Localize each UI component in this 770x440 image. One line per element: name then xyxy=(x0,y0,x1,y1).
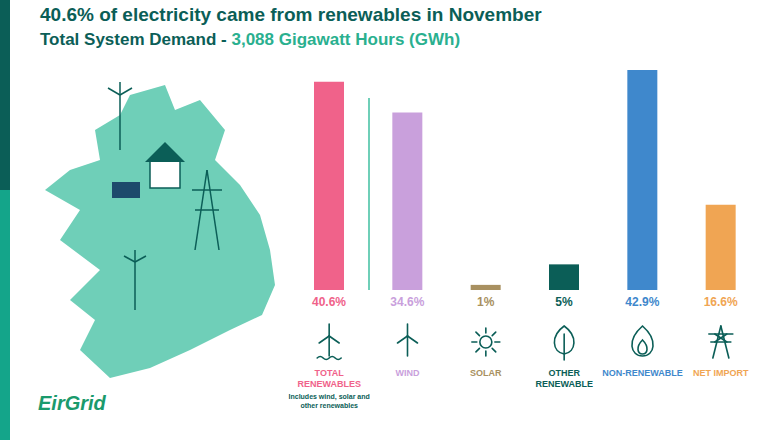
svg-text:OTHERRENEWABLE: OTHERRENEWABLE xyxy=(535,368,593,389)
svg-text:Includes wind, solar andother: Includes wind, solar andother renewables xyxy=(289,393,370,409)
html-text:EirGrid: EirGrid xyxy=(38,392,106,414)
svg-text:1%: 1% xyxy=(477,295,495,309)
svg-text:SOLAR: SOLAR xyxy=(470,368,502,378)
svg-text:42.9%: 42.9% xyxy=(625,295,659,309)
svg-text:NET IMPORT: NET IMPORT xyxy=(693,368,749,378)
svg-text:NON-RENEWABLE: NON-RENEWABLE xyxy=(602,368,683,378)
svg-text:40.6%: 40.6% xyxy=(312,295,346,309)
svg-text:34.6%: 34.6% xyxy=(390,295,424,309)
html-text:40.6% of electricity came from: 40.6% of electricity came from renewable… xyxy=(40,4,542,25)
svg-text:TOTALRENEWABLES: TOTALRENEWABLES xyxy=(297,368,361,389)
svg-text:5%: 5% xyxy=(555,295,573,309)
svg-text:16.6%: 16.6% xyxy=(704,295,738,309)
html-text:Total System Demand - 3,088 Gi: Total System Demand - 3,088 Gigawatt Hou… xyxy=(40,30,460,49)
svg-text:WIND: WIND xyxy=(396,368,420,378)
